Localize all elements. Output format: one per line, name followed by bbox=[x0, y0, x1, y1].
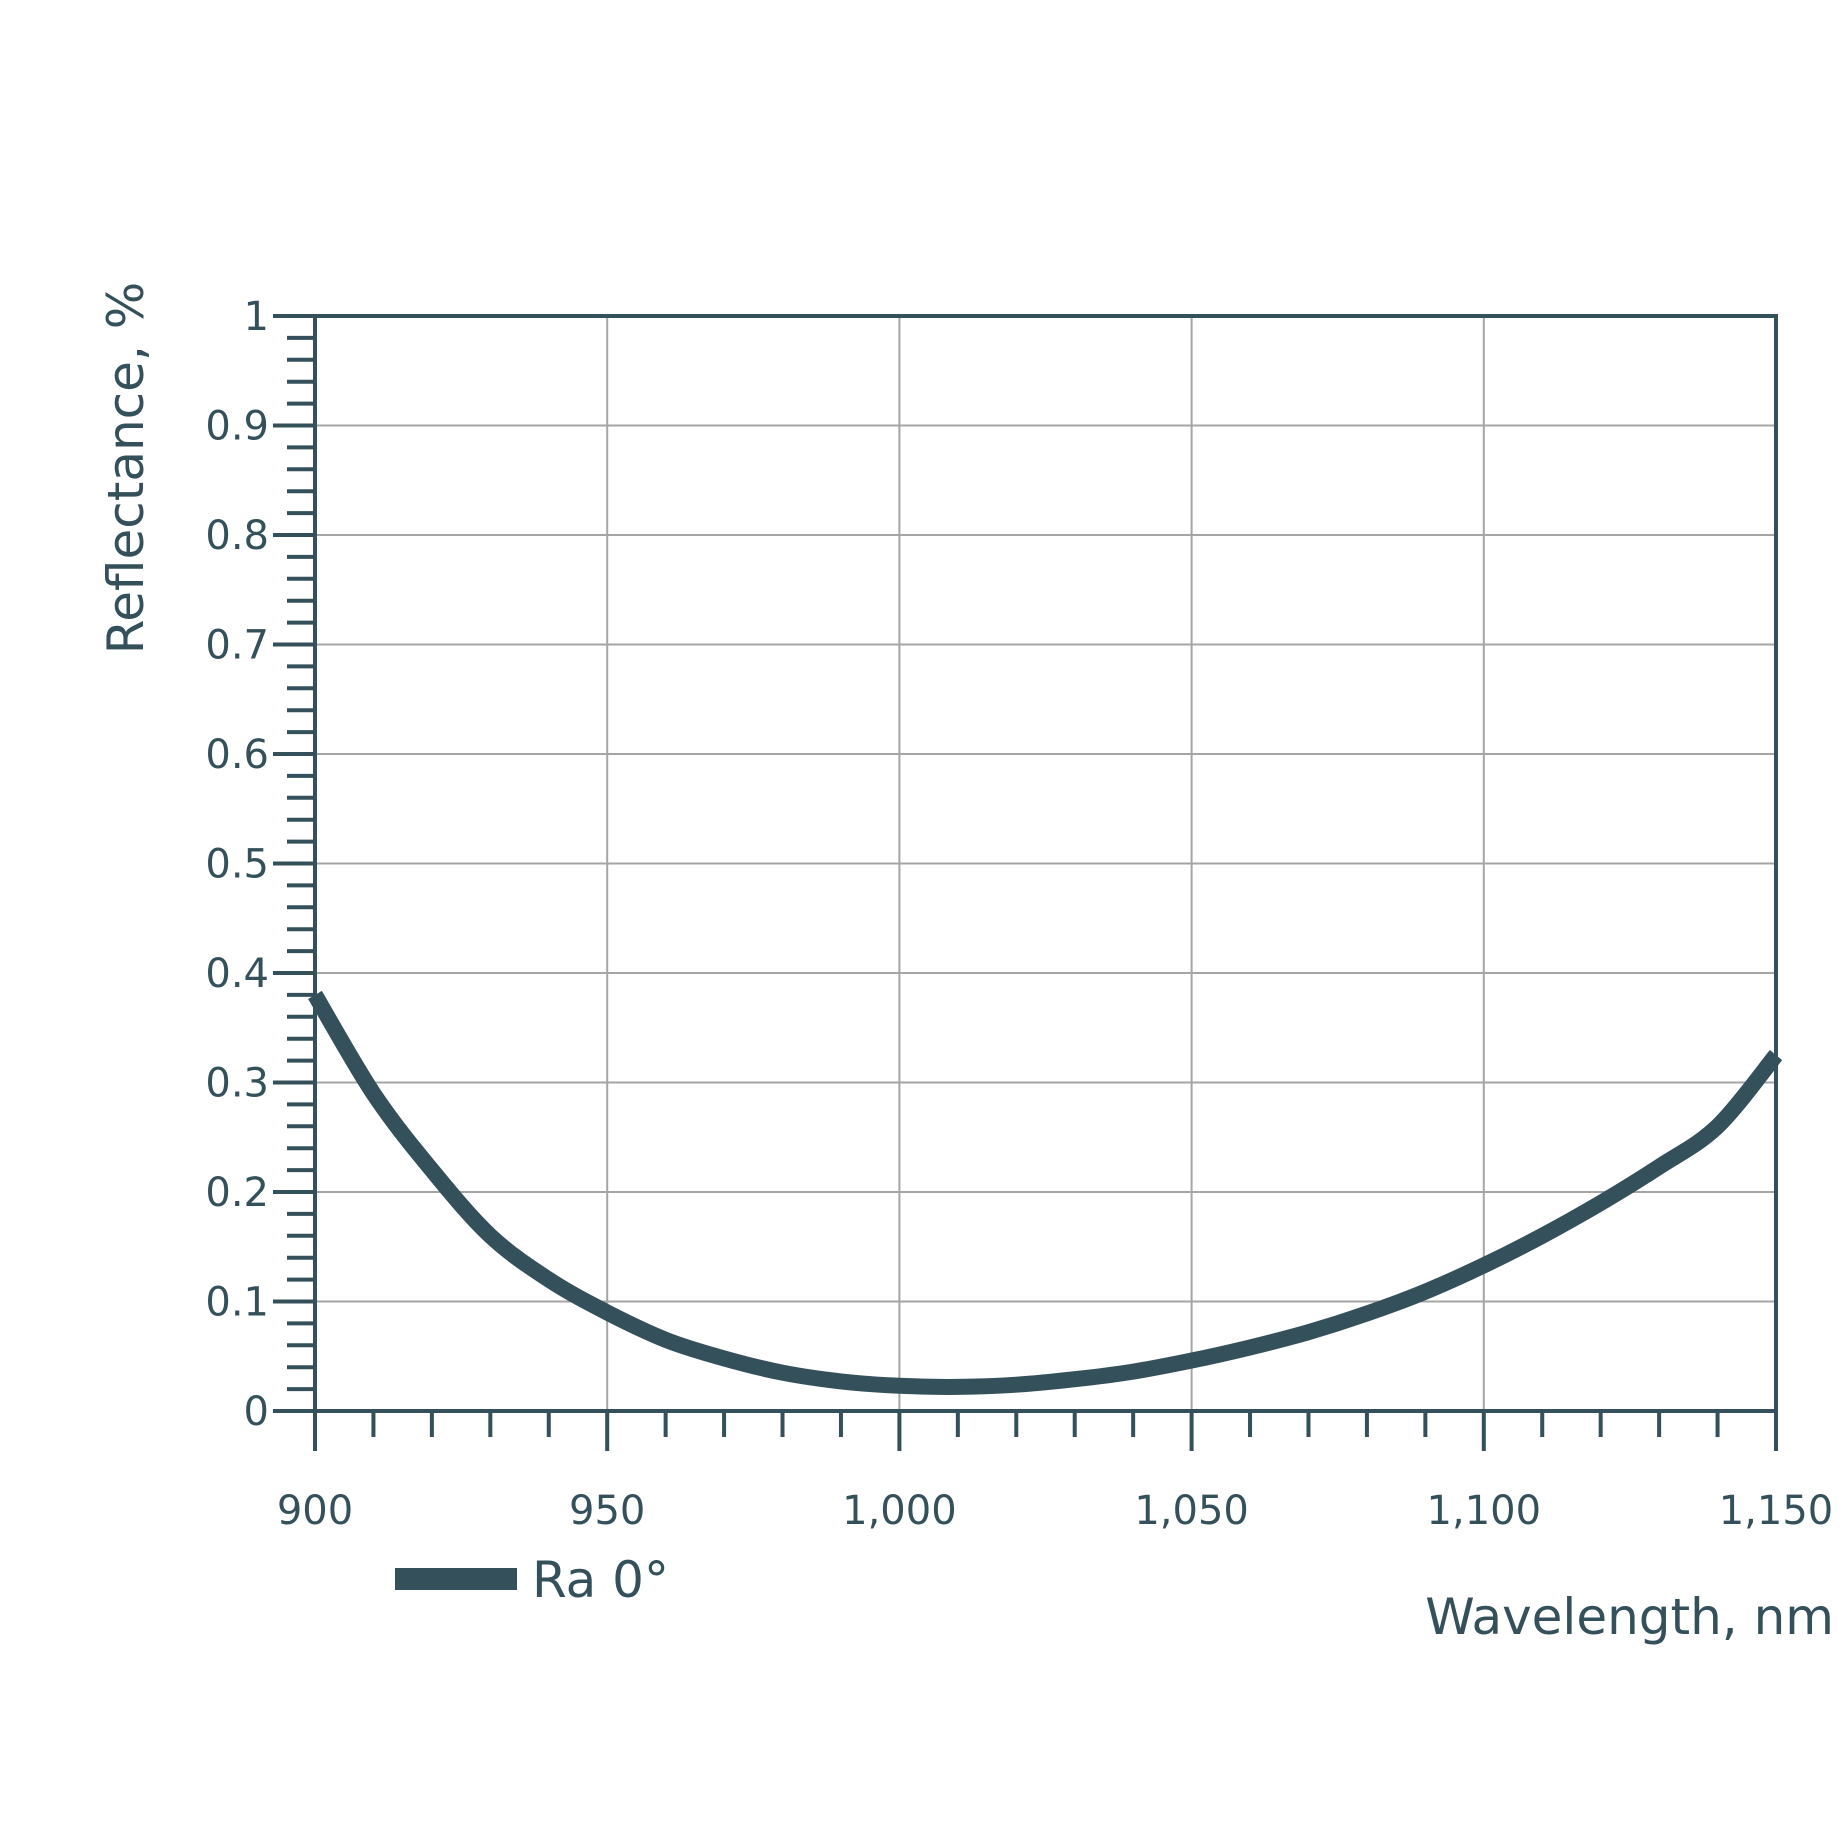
data-point bbox=[431, 1169, 433, 1171]
data-point bbox=[548, 1279, 550, 1281]
x-tick-label: 1,050 bbox=[1134, 1488, 1249, 1534]
data-point bbox=[1483, 1264, 1485, 1266]
x-tick-labels: 900 950 1,000 1,050 1,100 1,150 bbox=[277, 1488, 1833, 1534]
data-point bbox=[1307, 1331, 1309, 1333]
y-tick-label: 1 bbox=[244, 294, 269, 340]
data-point bbox=[1074, 1378, 1076, 1380]
legend-swatch bbox=[395, 1568, 517, 1590]
y-tick-labels: 0 0.1 0.2 0.3 0.4 0.5 0.6 0.7 0.8 0.9 1 bbox=[205, 294, 269, 1435]
data-point bbox=[665, 1339, 667, 1341]
y-tick-label: 0.1 bbox=[205, 1280, 269, 1326]
x-axis-title: Wavelength, nm bbox=[1425, 1588, 1834, 1646]
y-tick-label: 0.2 bbox=[205, 1170, 269, 1216]
data-point bbox=[1132, 1371, 1134, 1373]
y-tick-label: 0.7 bbox=[205, 623, 269, 669]
x-tick-label: 1,150 bbox=[1719, 1488, 1834, 1534]
y-tick-label: 0.5 bbox=[205, 842, 269, 888]
y-tick-label: 0.4 bbox=[205, 951, 269, 997]
x-tick-label: 950 bbox=[569, 1488, 645, 1534]
legend-label: Ra 0° bbox=[532, 1551, 669, 1609]
data-point bbox=[606, 1311, 608, 1313]
data-point bbox=[1541, 1235, 1543, 1237]
y-tick-label: 0 bbox=[244, 1389, 269, 1435]
grid bbox=[315, 316, 1776, 1411]
data-point bbox=[1249, 1346, 1251, 1348]
data-point bbox=[1424, 1291, 1426, 1293]
data-point bbox=[1015, 1384, 1017, 1386]
data-point bbox=[1600, 1202, 1602, 1204]
data-point bbox=[1775, 1054, 1777, 1056]
legend: Ra 0° bbox=[395, 1551, 669, 1609]
series-layer bbox=[308, 990, 1783, 1395]
series-line-ra-0 bbox=[308, 990, 1783, 1395]
data-point bbox=[723, 1357, 725, 1359]
data-point bbox=[957, 1386, 959, 1388]
plot-frame bbox=[313, 314, 1778, 1413]
y-tick-label: 0.9 bbox=[205, 404, 269, 450]
data-point bbox=[840, 1380, 842, 1382]
data-point bbox=[314, 994, 316, 996]
x-tick-label: 900 bbox=[277, 1488, 353, 1534]
data-point bbox=[1717, 1125, 1719, 1127]
y-axis-title: Reflectance, % bbox=[97, 282, 155, 655]
data-point bbox=[1191, 1360, 1193, 1362]
y-tick-label: 0.6 bbox=[205, 732, 269, 778]
data-point bbox=[898, 1385, 900, 1387]
data-point bbox=[1658, 1166, 1660, 1168]
data-point bbox=[782, 1372, 784, 1374]
x-tick-label: 1,000 bbox=[842, 1488, 957, 1534]
minor-ticks bbox=[287, 335, 1720, 1437]
y-tick-label: 0.3 bbox=[205, 1061, 269, 1107]
data-point bbox=[1366, 1313, 1368, 1315]
data-point bbox=[489, 1235, 491, 1237]
data-point bbox=[372, 1092, 374, 1094]
x-tick-label: 1,100 bbox=[1427, 1488, 1542, 1534]
major-ticks bbox=[273, 314, 1778, 1451]
y-tick-label: 0.8 bbox=[205, 513, 269, 559]
